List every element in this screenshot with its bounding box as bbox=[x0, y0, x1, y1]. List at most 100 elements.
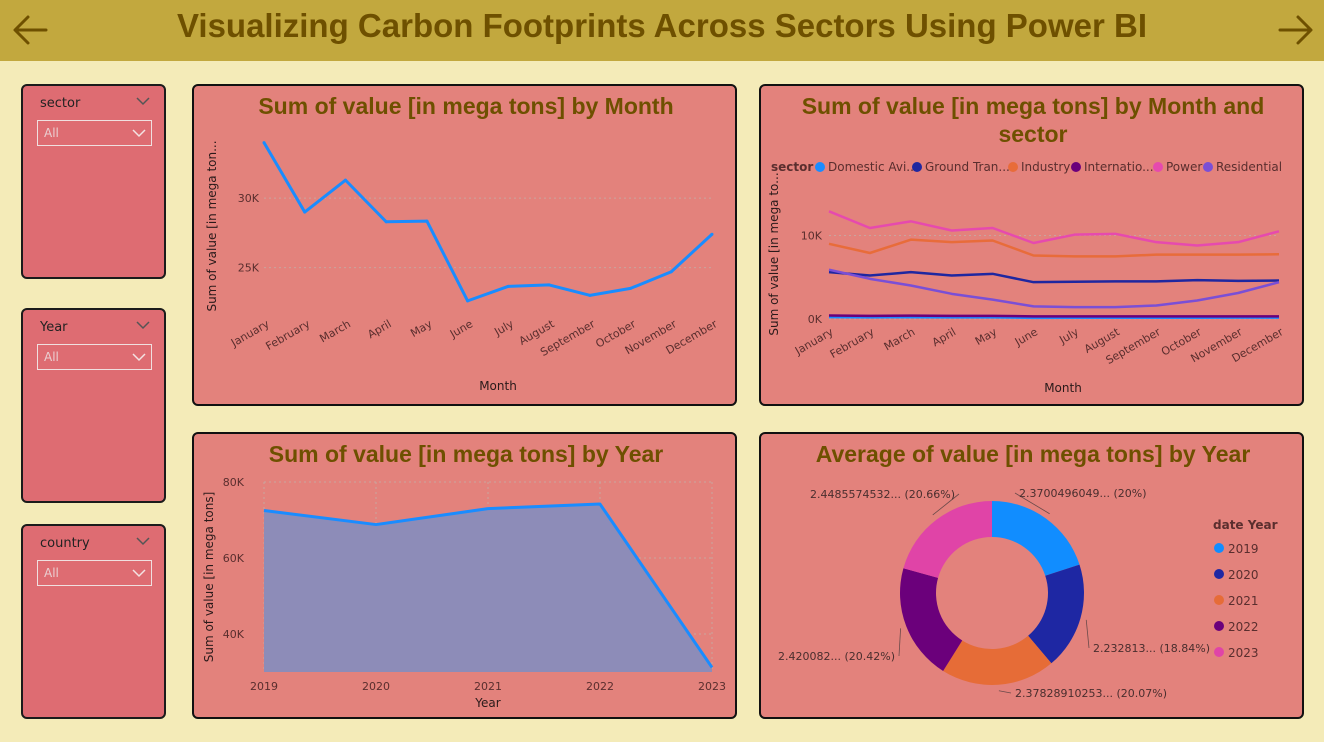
leader-line bbox=[1085, 619, 1090, 649]
chart-title-line1: Sum of value [in mega tons] by Month and bbox=[802, 93, 1265, 119]
area-fill bbox=[264, 504, 712, 672]
legend-marker bbox=[1203, 162, 1213, 172]
data-point bbox=[466, 299, 470, 303]
data-point bbox=[629, 286, 633, 290]
slicer-sector: sector All bbox=[21, 84, 166, 279]
donut-slice bbox=[903, 501, 992, 578]
donut-slice bbox=[1028, 564, 1084, 664]
chart-month-line[interactable]: Sum of value [in mega tons] by Month 25K 3… bbox=[194, 86, 739, 408]
chart-title-line2: sector bbox=[998, 121, 1067, 147]
x-tick-label: March bbox=[317, 317, 353, 345]
legend-marker bbox=[1214, 621, 1224, 631]
series-line bbox=[828, 315, 1280, 320]
data-point bbox=[425, 219, 429, 223]
data-point bbox=[262, 141, 266, 145]
chevron-down-icon[interactable] bbox=[136, 536, 150, 546]
legend-label: 2022 bbox=[1228, 620, 1259, 634]
legend-marker bbox=[1153, 162, 1163, 172]
y-tick-label: 80K bbox=[223, 476, 245, 489]
legend-marker bbox=[1214, 595, 1224, 605]
y-axis-title: Sum of value [in mega tons] bbox=[202, 492, 216, 663]
x-tick-label: May bbox=[408, 317, 435, 340]
legend-marker bbox=[1214, 647, 1224, 657]
sector-dropdown[interactable]: All bbox=[37, 120, 152, 146]
chevron-down-icon[interactable] bbox=[136, 320, 150, 330]
donut-slice bbox=[943, 635, 1052, 685]
x-tick-label: May bbox=[973, 325, 1000, 348]
y-axis-title: Sum of value [in mega ton... bbox=[205, 140, 219, 311]
arrow-left-icon bbox=[13, 15, 48, 45]
y-tick-label: 40K bbox=[223, 628, 245, 641]
x-tick-label: 2023 bbox=[698, 680, 726, 693]
chart-year-area[interactable]: Sum of value [in mega tons] by Year 40K 60… bbox=[194, 434, 739, 721]
x-axis-title: Month bbox=[1044, 381, 1082, 395]
x-tick-label: February bbox=[264, 317, 313, 353]
y-tick-label: 10K bbox=[801, 230, 823, 243]
slicer-sector-label: sector bbox=[40, 96, 81, 111]
chart-month-sector-line[interactable]: Sum of value [in mega tons] by Month and… bbox=[761, 86, 1306, 408]
data-point bbox=[588, 293, 592, 297]
legend-label: Power bbox=[1166, 160, 1202, 174]
legend-label: 2019 bbox=[1228, 542, 1259, 556]
leader-line bbox=[898, 628, 901, 657]
data-point bbox=[669, 270, 673, 274]
x-tick-label: April bbox=[930, 325, 958, 349]
legend-label: 2020 bbox=[1228, 568, 1259, 582]
country-dropdown[interactable]: All bbox=[37, 560, 152, 586]
y-tick-label: 0K bbox=[808, 313, 823, 326]
page-title: Visualizing Carbon Footprints Across Sec… bbox=[176, 7, 1147, 44]
leader-line bbox=[932, 493, 960, 516]
data-label: 2.3700496049... (20%) bbox=[1019, 487, 1147, 500]
chevron-down-icon bbox=[132, 353, 146, 362]
forward-button[interactable] bbox=[1274, 8, 1318, 52]
data-point bbox=[343, 178, 347, 182]
chart-card-month-sector: Sum of value [in mega tons] by Month and… bbox=[759, 84, 1304, 406]
legend-label: Ground Tran... bbox=[925, 160, 1010, 174]
slicer-year-label: Year bbox=[40, 320, 68, 335]
chevron-down-icon[interactable] bbox=[136, 96, 150, 106]
data-label: 2.37828910253... (20.07%) bbox=[1015, 687, 1167, 700]
x-tick-label: April bbox=[365, 317, 393, 341]
slicer-country: country All bbox=[21, 524, 166, 719]
legend-title: date Year bbox=[1213, 518, 1278, 532]
series-line bbox=[828, 238, 1280, 258]
legend-label: Industry bbox=[1021, 160, 1070, 174]
back-button[interactable] bbox=[8, 8, 52, 52]
x-tick-label: 2021 bbox=[474, 680, 502, 693]
data-point bbox=[303, 210, 307, 214]
data-label: 2.420082... (20.42%) bbox=[778, 650, 895, 663]
chart-title: Average of value [in mega tons] by Year bbox=[816, 441, 1251, 467]
x-tick-label: July bbox=[1056, 325, 1081, 347]
series-line bbox=[828, 268, 1280, 309]
x-axis-title: Month bbox=[479, 379, 517, 393]
chart-average-donut[interactable]: Average of value [in mega tons] by Year 2… bbox=[761, 434, 1306, 721]
x-tick-label: June bbox=[447, 317, 475, 341]
series-line bbox=[263, 502, 714, 669]
legend-label: Residential bbox=[1216, 160, 1282, 174]
chevron-down-icon bbox=[132, 129, 146, 138]
data-label: 2.232813... (18.84%) bbox=[1093, 642, 1210, 655]
x-tick-label: 2020 bbox=[362, 680, 390, 693]
data-point bbox=[506, 284, 510, 288]
header-bar: Visualizing Carbon Footprints Across Sec… bbox=[0, 0, 1324, 61]
legend-marker bbox=[912, 162, 922, 172]
leader-line bbox=[998, 690, 1012, 694]
chevron-down-icon bbox=[132, 569, 146, 578]
data-label: 2.4485574532... (20.66%) bbox=[810, 488, 955, 501]
donut-slice bbox=[900, 568, 963, 671]
leader-line bbox=[1014, 492, 1050, 515]
legend-label: Internatio... bbox=[1084, 160, 1154, 174]
chart-card-month: Sum of value [in mega tons] by Month 25K 3… bbox=[192, 84, 737, 406]
series-line bbox=[828, 314, 1279, 318]
y-axis-title: Sum of value [in mega to... bbox=[767, 172, 781, 335]
country-dropdown-value: All bbox=[44, 566, 59, 580]
year-dropdown[interactable]: All bbox=[37, 344, 152, 370]
slicer-country-label: country bbox=[40, 536, 90, 551]
donut-slice bbox=[992, 501, 1080, 576]
legend-marker bbox=[815, 162, 825, 172]
chart-title: Sum of value [in mega tons] by Month bbox=[258, 93, 673, 119]
data-point bbox=[710, 232, 714, 236]
legend-marker bbox=[1008, 162, 1018, 172]
chart-title: Sum of value [in mega tons] by Year bbox=[269, 441, 664, 467]
x-tick-label: July bbox=[491, 317, 516, 339]
